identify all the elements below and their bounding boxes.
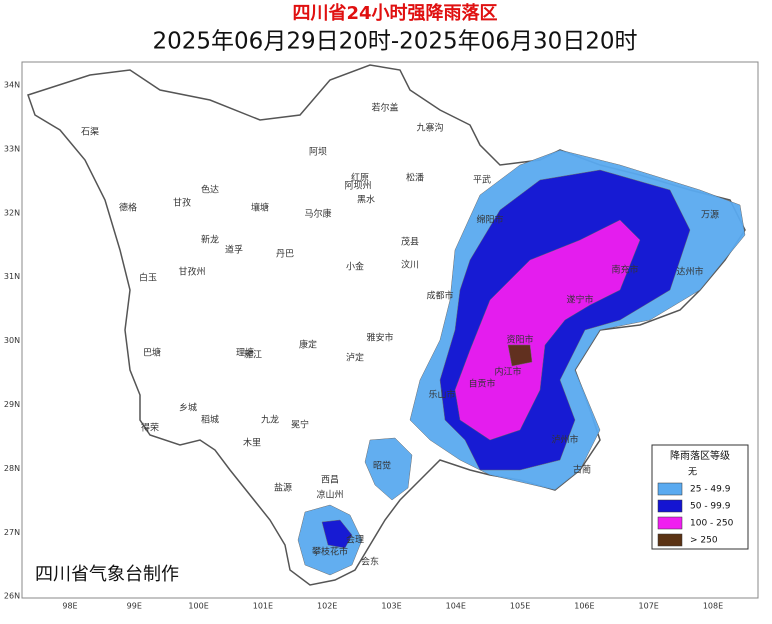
longitude-label: 106E xyxy=(574,602,594,611)
latitude-label: 28N xyxy=(4,464,20,473)
place-label: 得荣 xyxy=(141,422,159,434)
place-label: 泸州市 xyxy=(551,434,578,446)
longitude-label: 99E xyxy=(127,602,142,611)
longitude-label: 102E xyxy=(317,602,337,611)
place-label: 会东 xyxy=(361,556,379,568)
place-label: 新龙 xyxy=(201,234,219,246)
place-label: 自贡市 xyxy=(468,378,495,390)
longitude-label: 107E xyxy=(639,602,659,611)
place-label: 古蔺 xyxy=(573,464,591,476)
place-label: 平武 xyxy=(473,174,491,186)
latitude-label: 26N xyxy=(4,592,20,601)
place-label: 攀枝花市 xyxy=(312,546,348,558)
place-label: 成都市 xyxy=(426,290,453,302)
place-label: 南充市 xyxy=(611,264,638,276)
legend-swatch xyxy=(657,533,683,547)
place-label: 乐山市 xyxy=(428,389,455,401)
place-label: 九龙 xyxy=(261,414,279,426)
legend-label: 100 - 250 xyxy=(690,519,734,529)
place-label: 达州市 xyxy=(676,266,703,278)
latitude-label: 29N xyxy=(4,400,20,409)
legend-swatch xyxy=(657,499,683,513)
legend-title: 降雨落区等级 xyxy=(670,449,730,462)
place-label: 盐源 xyxy=(274,482,292,494)
place-label: 木里 xyxy=(243,437,261,449)
place-label: 甘孜州 xyxy=(178,266,205,278)
place-label: 西昌 xyxy=(321,475,339,486)
place-label: 若尔盖 xyxy=(371,102,398,114)
longitude-label: 108E xyxy=(703,602,723,611)
place-label: 雅江 xyxy=(244,349,262,361)
rain-zones xyxy=(297,149,746,576)
place-label: 茂县 xyxy=(401,236,419,248)
longitude-label: 104E xyxy=(446,602,466,611)
latitude-label: 33N xyxy=(4,144,20,153)
legend-label: 25 - 49.9 xyxy=(690,485,731,495)
legend-swatch xyxy=(658,466,682,478)
longitude-label: 100E xyxy=(188,602,208,611)
place-label: 遂宁市 xyxy=(566,294,593,306)
place-label: 黑水 xyxy=(357,194,375,206)
legend-swatch xyxy=(657,482,683,496)
place-label: 红原 xyxy=(351,172,369,184)
credit: 四川省气象台制作 xyxy=(35,564,179,585)
place-label: 壤塘 xyxy=(251,202,269,214)
place-label: 绵阳市 xyxy=(476,214,503,226)
longitude-label: 103E xyxy=(381,602,401,611)
legend-label: > 250 xyxy=(690,536,718,546)
place-label: 马尔康 xyxy=(304,208,331,220)
place-label: 阿坝 xyxy=(309,147,327,158)
place-label: 理塘 xyxy=(236,347,254,359)
rain-zone xyxy=(321,519,353,549)
latitude-label: 32N xyxy=(4,208,20,217)
place-label: 冕宁 xyxy=(291,419,309,431)
legend-swatch xyxy=(657,516,683,530)
place-label: 丹巴 xyxy=(276,249,294,260)
legend-label: 50 - 99.9 xyxy=(690,502,731,512)
rain-zone xyxy=(454,219,641,441)
place-label: 汶川 xyxy=(401,259,419,271)
rain-zone xyxy=(507,344,533,367)
place-label: 小金 xyxy=(346,261,364,273)
place-label: 松潘 xyxy=(406,172,424,184)
legend-label: 无 xyxy=(688,467,697,478)
place-label: 凉山州 xyxy=(316,489,343,501)
rain-zone xyxy=(364,437,413,501)
place-label: 色达 xyxy=(201,184,219,196)
place-label: 巴塘 xyxy=(143,347,161,359)
place-label: 内江市 xyxy=(494,366,521,378)
place-label: 石渠 xyxy=(81,126,99,138)
legend-box xyxy=(651,444,749,550)
title: 四川省24小时强降雨落区 xyxy=(292,2,497,24)
latitude-label: 31N xyxy=(4,272,20,281)
place-label: 甘孜 xyxy=(173,197,191,209)
place-label: 道孚 xyxy=(225,244,243,256)
place-label: 万源 xyxy=(701,210,719,221)
place-label: 泸定 xyxy=(346,352,364,364)
latitude-label: 30N xyxy=(4,336,20,345)
latitude-label: 27N xyxy=(4,528,20,537)
place-label: 乡城 xyxy=(179,403,197,414)
subtitle: 2025年06月29日20时-2025年06月30日20时 xyxy=(153,29,638,55)
place-label: 稻城 xyxy=(201,415,219,426)
latitude-label: 34N xyxy=(4,81,20,90)
place-label: 白玉 xyxy=(139,272,157,284)
place-label: 雅安市 xyxy=(366,332,393,344)
longitude-label: 101E xyxy=(253,602,273,611)
place-label: 资阳市 xyxy=(506,334,533,346)
place-label: 阿坝州 xyxy=(344,181,371,192)
longitude-label: 98E xyxy=(62,602,77,611)
longitude-label: 105E xyxy=(510,602,530,611)
place-label: 昭觉 xyxy=(373,461,391,472)
place-label: 康定 xyxy=(299,339,317,351)
place-label: 九寨沟 xyxy=(416,122,443,134)
place-label: 德格 xyxy=(119,202,137,214)
place-label: 会理 xyxy=(346,534,364,546)
